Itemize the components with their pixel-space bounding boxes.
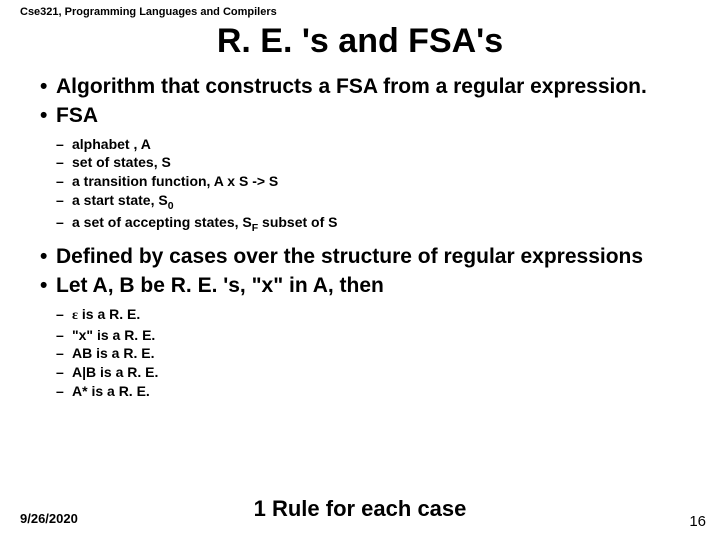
page-number: 16 bbox=[689, 513, 706, 530]
slide-title: R. E. 's and FSA's bbox=[20, 22, 700, 61]
sub-bullet-list: ε is a R. E. "x" is a R. E. AB is a R. E… bbox=[20, 305, 700, 401]
sub-bullet-item: a start state, S0 bbox=[56, 191, 700, 213]
text: is a R. E. bbox=[78, 306, 140, 322]
bullet-item: Algorithm that constructs a FSA from a r… bbox=[40, 75, 700, 100]
bullet-list: Defined by cases over the structure of r… bbox=[20, 245, 700, 299]
sub-bullet-list: alphabet , A set of states, S a transiti… bbox=[20, 135, 700, 236]
bullet-item: FSA bbox=[40, 104, 700, 129]
sub-bullet-item: set of states, S bbox=[56, 153, 700, 172]
bullet-item: Let A, B be R. E. 's, "x" in A, then bbox=[40, 274, 700, 299]
sub-bullet-item: alphabet , A bbox=[56, 135, 700, 154]
sub-bullet-item: a set of accepting states, SF subset of … bbox=[56, 213, 700, 235]
text: subset of S bbox=[258, 214, 337, 230]
sub-bullet-item: A|B is a R. E. bbox=[56, 363, 700, 382]
text: a start state, S bbox=[72, 192, 168, 208]
bullet-list: Algorithm that constructs a FSA from a r… bbox=[20, 75, 700, 129]
sub-bullet-item: "x" is a R. E. bbox=[56, 326, 700, 345]
slide: Cse321, Programming Languages and Compil… bbox=[0, 0, 720, 540]
text: a set of accepting states, S bbox=[72, 214, 252, 230]
sub-bullet-item: a transition function, A x S -> S bbox=[56, 172, 700, 191]
sub-bullet-item: ε is a R. E. bbox=[56, 305, 700, 326]
bullet-item: Defined by cases over the structure of r… bbox=[40, 245, 700, 270]
sub-bullet-item: AB is a R. E. bbox=[56, 344, 700, 363]
sub-bullet-item: A* is a R. E. bbox=[56, 382, 700, 401]
course-label: Cse321, Programming Languages and Compil… bbox=[20, 6, 700, 18]
subscript: 0 bbox=[168, 200, 174, 212]
rule-footer: 1 Rule for each case bbox=[0, 496, 720, 522]
